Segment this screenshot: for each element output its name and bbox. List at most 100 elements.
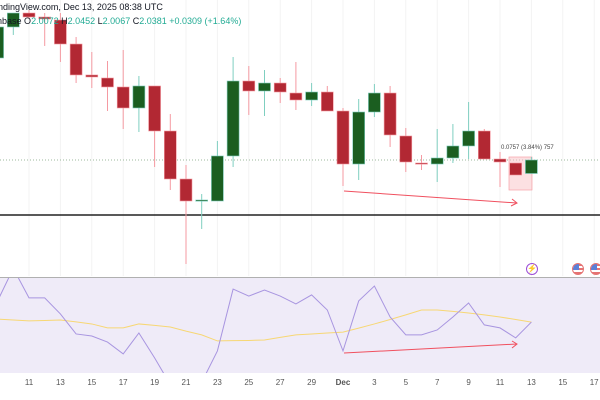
measure-label: 0.0757 (3.84%) 757 bbox=[501, 145, 554, 151]
x-tick-label: 11 bbox=[25, 378, 34, 387]
change-value: +0.0309 (+1.64%) bbox=[169, 16, 242, 26]
candle-body bbox=[101, 77, 114, 88]
x-tick-label: 29 bbox=[307, 378, 316, 387]
candle[interactable] bbox=[242, 65, 256, 115]
x-tick-label: 25 bbox=[244, 378, 253, 387]
candle[interactable] bbox=[179, 165, 193, 265]
candle[interactable] bbox=[226, 56, 240, 167]
ohlc-legend: nbase O2.0072 H2.0452 L2.0067 C2.0381 +0… bbox=[0, 16, 241, 26]
candle[interactable] bbox=[273, 77, 287, 104]
candle-body bbox=[132, 85, 146, 109]
x-tick-label: 9 bbox=[466, 378, 471, 387]
candle-body bbox=[430, 157, 444, 165]
candle[interactable] bbox=[7, 12, 20, 35]
candle-body bbox=[22, 12, 36, 18]
candle[interactable] bbox=[509, 162, 523, 176]
candle-body bbox=[242, 80, 256, 92]
lightning-event-icon[interactable]: ⚡ bbox=[526, 263, 538, 275]
candle-body bbox=[493, 158, 507, 163]
candle[interactable] bbox=[116, 50, 130, 129]
candle[interactable] bbox=[446, 124, 460, 164]
candle-body bbox=[69, 43, 83, 76]
close-value: 2.0381 bbox=[139, 16, 167, 26]
open-value: 2.0072 bbox=[31, 16, 59, 26]
rsi-ma-line bbox=[0, 309, 532, 342]
candle[interactable] bbox=[148, 85, 161, 167]
candle-body bbox=[38, 16, 52, 20]
us-flag-icon[interactable] bbox=[590, 263, 600, 275]
high-value: 2.0452 bbox=[67, 16, 96, 26]
trend-arrow-price[interactable] bbox=[343, 190, 518, 207]
rsi-lines bbox=[0, 278, 532, 373]
x-axis: 11 13 15 17 19 21 23 25 27 29 Dec 3 5 7 9 11 13 15 17 bbox=[25, 378, 599, 387]
candle-body bbox=[352, 111, 366, 165]
x-tick-label: 13 bbox=[56, 378, 65, 387]
x-tick-label: 21 bbox=[182, 378, 191, 387]
candle[interactable] bbox=[399, 127, 413, 173]
candle[interactable] bbox=[195, 194, 208, 229]
candle[interactable] bbox=[368, 84, 381, 117]
candle[interactable] bbox=[85, 52, 99, 88]
candle-body bbox=[148, 85, 161, 132]
high-label: H bbox=[61, 16, 68, 26]
candle-body bbox=[289, 92, 303, 101]
candle[interactable] bbox=[38, 13, 52, 46]
candle[interactable] bbox=[305, 83, 318, 106]
x-tick-label: 5 bbox=[404, 378, 409, 387]
x-tick-label: 15 bbox=[558, 378, 567, 387]
candle-body bbox=[383, 92, 397, 136]
candle-body bbox=[399, 135, 413, 163]
candle-body bbox=[116, 86, 130, 109]
rsi-panel bbox=[0, 278, 600, 373]
symbol-name[interactable]: nbase bbox=[0, 16, 22, 26]
candle[interactable] bbox=[289, 62, 303, 110]
candle[interactable] bbox=[320, 85, 334, 112]
candle-body bbox=[211, 155, 224, 202]
candle-body bbox=[509, 162, 523, 176]
candle-body bbox=[336, 110, 350, 165]
x-tick-label: 15 bbox=[87, 378, 96, 387]
candle-body bbox=[164, 130, 177, 180]
x-tick-label: 23 bbox=[213, 378, 222, 387]
grid bbox=[28, 0, 595, 276]
candle-body bbox=[305, 91, 318, 101]
candle[interactable] bbox=[383, 85, 397, 147]
trend-arrow-rsi[interactable] bbox=[343, 340, 518, 354]
candle-body bbox=[415, 162, 428, 165]
low-value: 2.0067 bbox=[102, 16, 131, 26]
x-tick-label: Dec bbox=[336, 378, 351, 387]
close-label: C bbox=[132, 16, 140, 26]
us-flag-icon[interactable] bbox=[572, 263, 584, 275]
x-tick-label: 27 bbox=[276, 378, 285, 387]
candle[interactable] bbox=[54, 13, 67, 63]
candle[interactable] bbox=[493, 152, 507, 187]
x-tick-label: 3 bbox=[372, 378, 377, 387]
x-tick-label: 7 bbox=[435, 378, 440, 387]
candle[interactable] bbox=[132, 75, 146, 133]
candle-body bbox=[226, 80, 240, 157]
candle[interactable] bbox=[352, 98, 366, 180]
candle-body bbox=[320, 91, 334, 112]
low-label: L bbox=[97, 16, 103, 26]
open-label: O bbox=[24, 16, 32, 26]
candle[interactable] bbox=[462, 102, 475, 159]
candle[interactable] bbox=[477, 128, 491, 160]
candle-body bbox=[54, 19, 67, 45]
candle[interactable] bbox=[22, 10, 36, 19]
candle[interactable] bbox=[101, 61, 114, 112]
candle[interactable] bbox=[525, 156, 538, 174]
candles bbox=[0, 10, 538, 265]
x-tick-label: 13 bbox=[527, 378, 536, 387]
candle-body bbox=[258, 82, 271, 92]
candle[interactable] bbox=[164, 114, 177, 190]
candle[interactable] bbox=[211, 141, 224, 202]
candle[interactable] bbox=[336, 107, 350, 186]
candle[interactable] bbox=[415, 154, 428, 170]
candle[interactable] bbox=[430, 128, 444, 183]
candle[interactable] bbox=[0, 20, 4, 65]
candle-body bbox=[477, 130, 491, 160]
candle-body bbox=[179, 178, 193, 202]
candle[interactable] bbox=[258, 70, 271, 116]
candle[interactable] bbox=[69, 36, 83, 84]
